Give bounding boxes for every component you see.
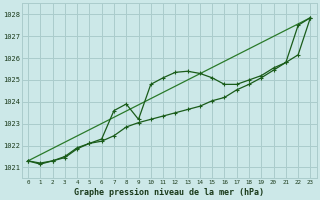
X-axis label: Graphe pression niveau de la mer (hPa): Graphe pression niveau de la mer (hPa) xyxy=(74,188,264,197)
